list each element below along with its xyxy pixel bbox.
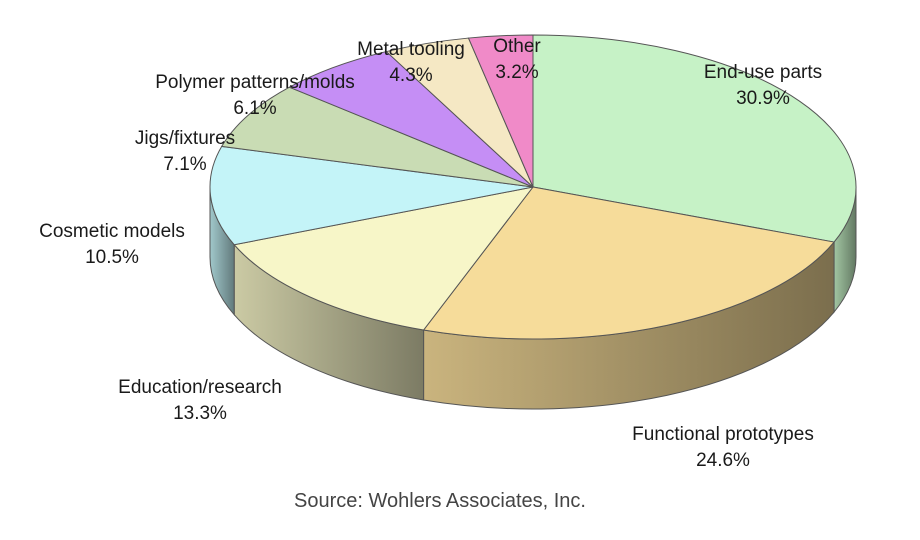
pie-tops: [209, 34, 857, 340]
slice-value-5: 6.1%: [233, 98, 276, 119]
slice-label-5: Polymer patterns/molds: [155, 72, 355, 93]
slice-5: [288, 51, 534, 188]
slice-label-3: Cosmetic models: [39, 221, 185, 242]
slice-label-6: Metal tooling: [357, 39, 465, 60]
slice-4: [220, 86, 534, 188]
source-note: Source: Wohlers Associates, Inc.: [294, 490, 586, 512]
slice-label-4: Jigs/fixtures: [135, 128, 235, 149]
slice-value-7: 3.2%: [495, 62, 538, 83]
slice-1: [422, 186, 835, 340]
slice-value-0: 30.9%: [736, 88, 790, 109]
slice-value-6: 4.3%: [389, 65, 432, 86]
slice-label-7: Other: [493, 36, 541, 57]
slice-value-3: 10.5%: [85, 247, 139, 268]
slice-7: [467, 34, 534, 188]
slice-label-1: Functional prototypes: [632, 424, 814, 445]
slice-0: [532, 34, 857, 243]
slice-3: [209, 145, 534, 246]
slice-2: [233, 186, 535, 331]
slice-label-0: End-use parts: [704, 62, 822, 83]
slice-value-1: 24.6%: [696, 450, 750, 471]
pie-labels: End-use parts 30.9% Functional prototypes 2…: [39, 36, 822, 471]
slice-value-4: 7.1%: [163, 154, 206, 175]
slice-value-2: 13.3%: [173, 403, 227, 424]
slice-label-2: Education/research: [118, 377, 282, 398]
